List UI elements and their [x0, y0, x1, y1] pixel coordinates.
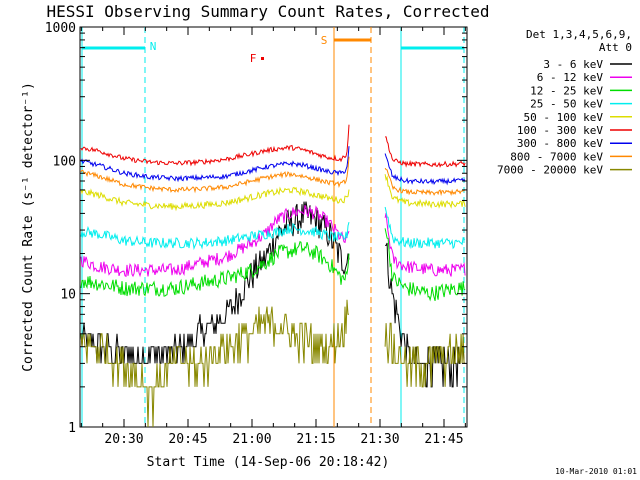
- series-line-4-after-gap: [384, 206, 466, 250]
- series-line-8-after-gap: [384, 167, 466, 197]
- x-tick-label: 21:45: [424, 432, 463, 447]
- series-line-3: [80, 240, 350, 297]
- y-tick-label: 100: [53, 154, 76, 169]
- legend-entry-label: 300 - 800 keV: [517, 137, 603, 150]
- series-line-7: [80, 146, 350, 183]
- series-layer: [80, 124, 466, 428]
- saa-flag-label: S: [321, 34, 328, 47]
- legend-entry-label: 100 - 300 keV: [517, 124, 603, 137]
- series-line-6: [80, 124, 350, 167]
- x-tick-label: 21:30: [360, 432, 399, 447]
- flare-flag-label: F: [250, 52, 257, 65]
- legend-entry-label: 3 - 6 keV: [543, 58, 603, 71]
- series-line-1-after-gap: [385, 242, 466, 388]
- x-axis-label: Start Time (14-Sep-06 20:18:42): [147, 455, 390, 470]
- y-axis-label: Corrected Count Rate (s⁻¹ detector⁻¹): [21, 82, 36, 372]
- series-line-8: [80, 156, 350, 194]
- x-tick-label: 21:15: [296, 432, 335, 447]
- series-line-7-after-gap: [384, 153, 466, 186]
- x-tick-label: 21:00: [232, 432, 271, 447]
- x-tick-label: 20:45: [168, 432, 207, 447]
- chart-title: HESSI Observing Summary Count Rates, Cor…: [46, 2, 489, 21]
- series-line-6-after-gap: [385, 136, 466, 168]
- series-line-9: [80, 299, 349, 428]
- series-line-1: [80, 201, 350, 364]
- plot-frame: [79, 26, 468, 428]
- series-line-5-after-gap: [384, 174, 466, 209]
- series-line-2-after-gap: [384, 212, 466, 277]
- series-line-9-after-gap: [384, 322, 466, 388]
- y-tick-label: 1000: [45, 21, 76, 36]
- y-tick-label: 1: [68, 421, 76, 436]
- series-line-5: [80, 186, 350, 212]
- axes-layer: 20:30 20:45 21:00 21:15 21:30 21:45 1 10 100 1000: [45, 21, 467, 447]
- legend-entry-label: 50 - 100 keV: [524, 111, 604, 124]
- night-flag-label: N: [150, 40, 157, 53]
- legend-entry-label: 25 - 50 keV: [530, 98, 603, 111]
- legend-header-line1: Det 1,3,4,5,6,9,: [526, 28, 632, 41]
- legend-header-line2: Att 0: [599, 41, 632, 54]
- series-line-3-after-gap: [384, 228, 466, 302]
- flare-marker: [261, 57, 264, 60]
- legend-entry-label: 6 - 12 keV: [537, 71, 604, 84]
- y-tick-label: 10: [60, 288, 76, 303]
- date-stamp: 10-Mar-2010 01:01: [555, 467, 637, 476]
- legend-entry-label: 800 - 7000 keV: [510, 150, 603, 163]
- x-tick-label: 20:30: [104, 432, 143, 447]
- legend-entry-label: 7000 - 20000 keV: [497, 164, 603, 177]
- series-line-4: [80, 221, 350, 251]
- series-line-2: [80, 204, 350, 278]
- legend-entry-label: 12 - 25 keV: [530, 84, 603, 97]
